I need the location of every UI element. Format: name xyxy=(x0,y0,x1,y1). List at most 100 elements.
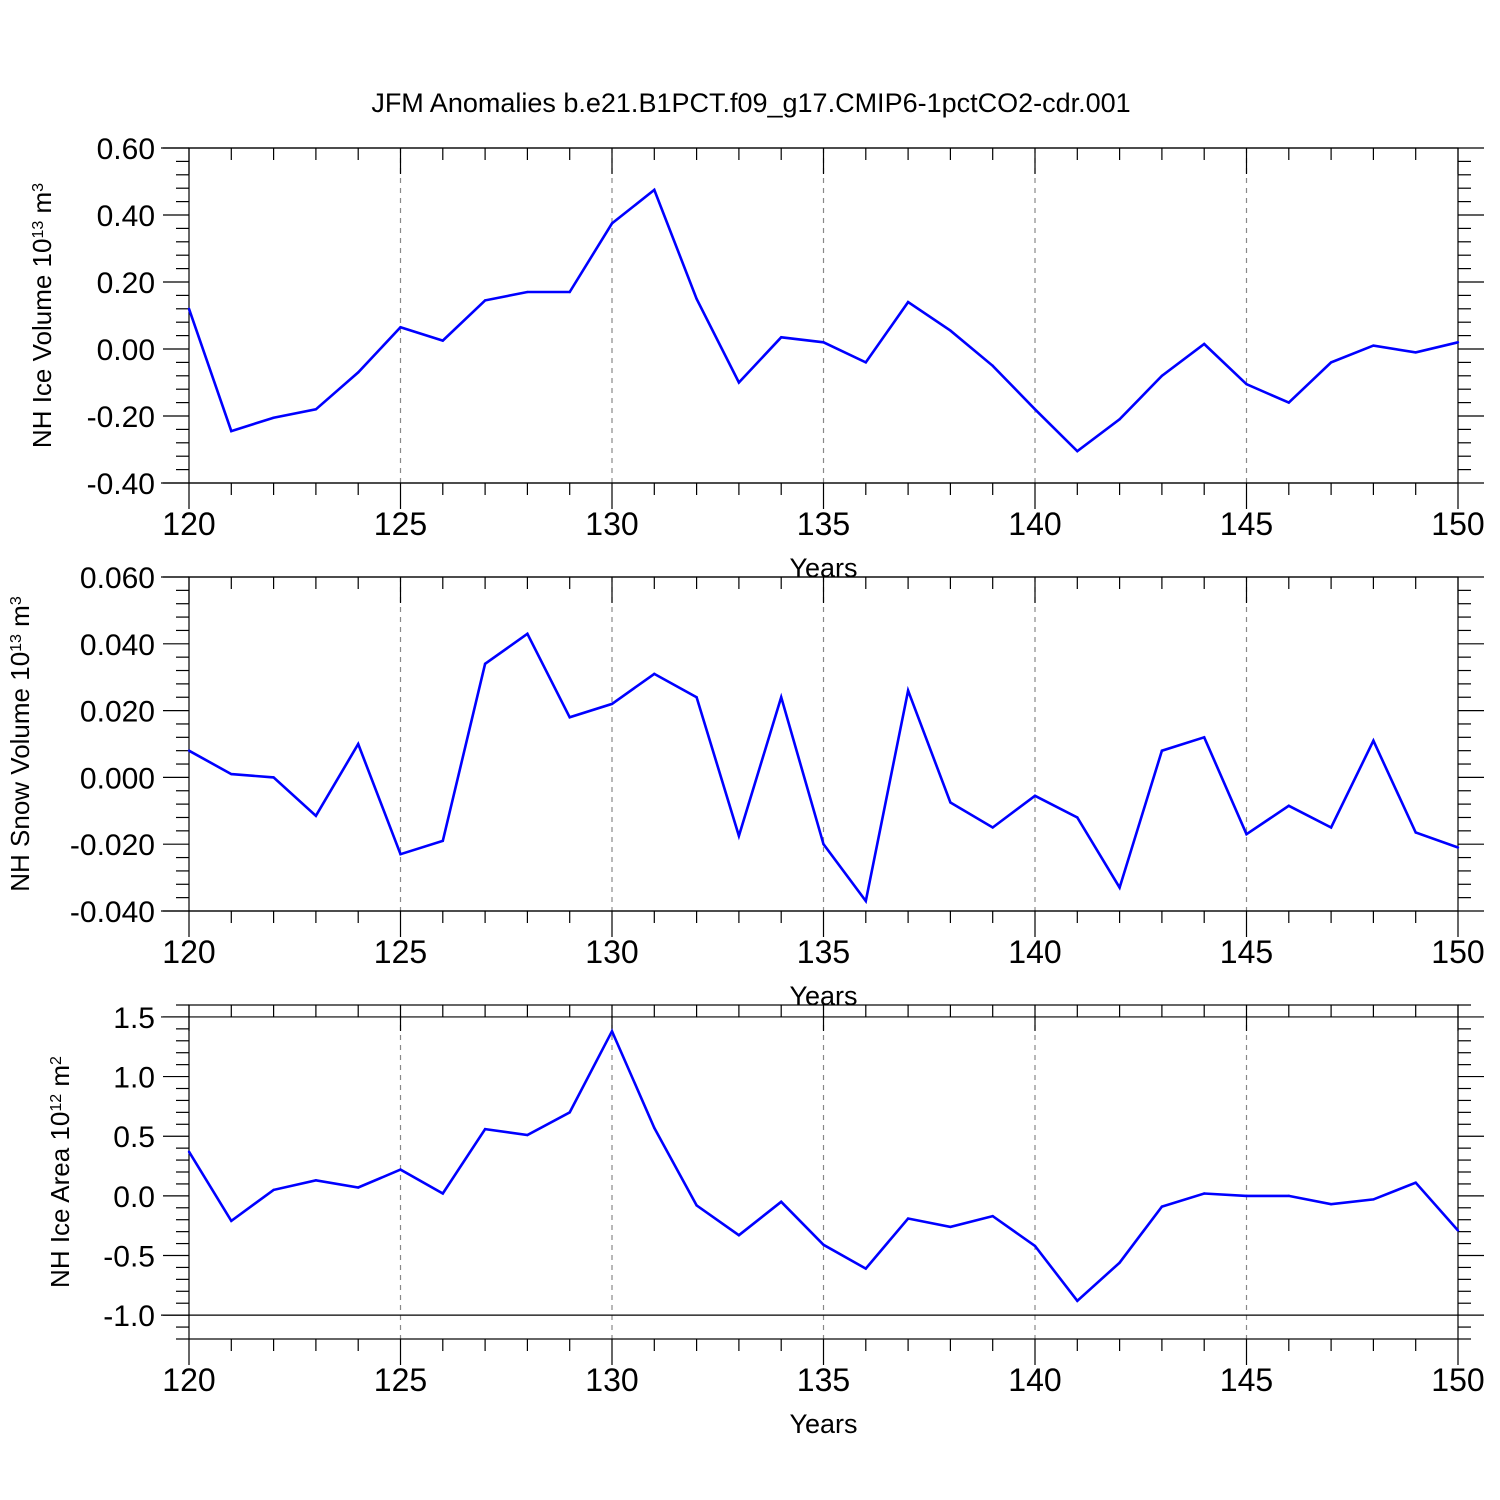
data-point xyxy=(187,307,191,310)
data-point xyxy=(864,361,867,364)
data-point xyxy=(357,1186,360,1189)
data-point xyxy=(1160,374,1164,377)
y-tick-label: -0.040 xyxy=(70,896,155,929)
data-point xyxy=(1118,886,1121,889)
x-tick-label: 120 xyxy=(162,1362,215,1398)
data-point xyxy=(906,300,910,304)
y-tick-label: 0.040 xyxy=(80,629,155,662)
data-point xyxy=(272,416,275,419)
data-point xyxy=(822,843,825,846)
data-point xyxy=(822,341,825,344)
data-point xyxy=(230,1219,233,1223)
data-point xyxy=(864,1267,867,1270)
y-tick-label: -0.020 xyxy=(70,829,155,862)
data-point xyxy=(1118,418,1121,421)
data-point xyxy=(906,689,910,692)
data-point xyxy=(1160,749,1164,752)
data-point xyxy=(441,1192,444,1195)
x-tick-label: 135 xyxy=(797,1362,850,1398)
x-tick-label: 140 xyxy=(1008,934,1061,970)
x-tick-label: 125 xyxy=(374,934,427,970)
data-point xyxy=(1033,794,1037,797)
panel-ice-area: 120 125 130 135 140 145 150 -1.0 -0.5 0.0 0.5 1.0 1.… xyxy=(45,1002,1485,1439)
y-axis-label: NH Ice Volume 1013 m3 xyxy=(27,183,57,448)
y-tick-label: 0.20 xyxy=(97,267,155,300)
x-tick-label: 130 xyxy=(585,506,638,542)
data-point xyxy=(399,1168,402,1171)
x-tick-label: 145 xyxy=(1220,1362,1273,1398)
data-point xyxy=(737,834,741,838)
data-point xyxy=(1287,401,1291,404)
data-point xyxy=(780,696,783,699)
data-point xyxy=(272,776,275,779)
data-point xyxy=(737,1234,741,1237)
y-tick-label: 0.020 xyxy=(80,696,155,729)
data-point xyxy=(314,814,318,818)
x-tick-label: 135 xyxy=(797,934,850,970)
y-axis-label-superscript: 3 xyxy=(8,596,25,605)
data-point xyxy=(864,899,867,903)
data-point xyxy=(399,853,402,856)
y-tick-label: 0.000 xyxy=(80,762,155,795)
panel-ice-volume: 120 125 130 135 140 145 150 -0.40 -0.20 0.00 0.20 0… xyxy=(27,133,1485,583)
y-axis-label-text: NH Snow Volume 10 xyxy=(5,652,35,892)
y-tick-label: 0.0 xyxy=(113,1181,155,1214)
data-point xyxy=(1414,351,1417,354)
data-point xyxy=(526,632,529,635)
data-point xyxy=(1203,342,1206,346)
data-point xyxy=(399,326,402,329)
data-point xyxy=(483,299,487,302)
data-point xyxy=(695,696,698,699)
data-point xyxy=(1118,1261,1121,1264)
data-point xyxy=(357,742,360,746)
y-axis-label-text: m xyxy=(45,1065,75,1094)
y-axis-label: NH Snow Volume 1013 m3 xyxy=(5,596,35,892)
x-axis-label: Years xyxy=(789,1409,857,1439)
data-point xyxy=(1076,449,1079,453)
data-point xyxy=(1372,739,1375,742)
data-point xyxy=(949,801,952,804)
data-point xyxy=(822,1243,825,1246)
data-point xyxy=(991,826,994,829)
data-point xyxy=(653,188,656,192)
data-point xyxy=(1372,344,1375,347)
data-point xyxy=(187,1150,191,1153)
data-point xyxy=(1414,1181,1417,1184)
data-point xyxy=(568,1111,571,1114)
y-tick-label: 1.0 xyxy=(113,1062,155,1095)
data-point xyxy=(653,1126,656,1130)
y-axis-label-text: NH Ice Area 10 xyxy=(45,1112,75,1288)
data-point xyxy=(780,336,783,339)
x-tick-label: 130 xyxy=(585,934,638,970)
y-tick-label: 0.60 xyxy=(97,133,155,166)
data-point xyxy=(653,672,656,676)
x-tick-label: 125 xyxy=(374,506,427,542)
data-point xyxy=(230,429,233,433)
data-point xyxy=(906,1217,910,1220)
data-point xyxy=(1203,1192,1206,1195)
y-axis-label: NH Ice Area 1012 m2 xyxy=(45,1056,75,1288)
data-point xyxy=(441,339,444,342)
y-tick-label: 0.40 xyxy=(97,200,155,233)
data-point xyxy=(187,749,191,752)
data-point xyxy=(1033,1244,1037,1248)
y-axis-label-text: NH Ice Volume 10 xyxy=(27,239,57,449)
x-tick-label: 150 xyxy=(1431,934,1484,970)
data-point xyxy=(1456,1229,1460,1232)
data-point xyxy=(230,772,233,776)
data-point xyxy=(991,1214,994,1218)
x-tick-label: 145 xyxy=(1220,934,1273,970)
data-point xyxy=(1456,846,1460,849)
data-point xyxy=(357,371,360,374)
data-point xyxy=(483,1127,487,1131)
data-point xyxy=(1076,1299,1079,1303)
panel-snow-volume: 120 125 130 135 140 145 150 -0.040 -0.020 0.000 0.… xyxy=(5,562,1485,1011)
data-point xyxy=(1372,1198,1375,1201)
data-point xyxy=(1245,382,1248,386)
x-tick-label: 145 xyxy=(1220,506,1273,542)
y-axis-label-superscript: 12 xyxy=(48,1094,65,1112)
data-point xyxy=(1245,1194,1248,1198)
data-point xyxy=(610,702,614,706)
